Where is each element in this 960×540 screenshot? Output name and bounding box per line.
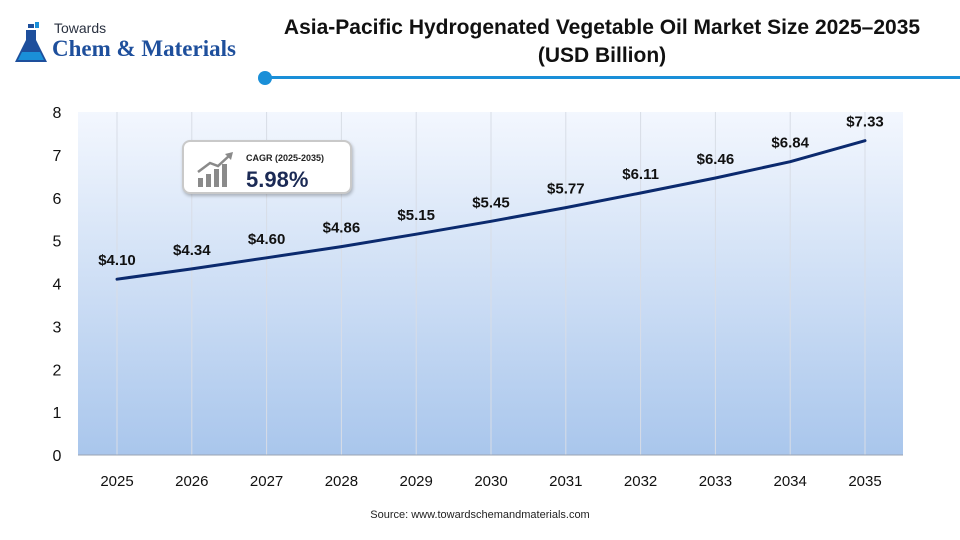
x-tick-label: 2032 xyxy=(624,473,657,490)
series-line xyxy=(115,139,867,281)
y-tick-label: 2 xyxy=(53,362,62,379)
data-label: $5.45 xyxy=(472,194,510,211)
x-tick-label: 2025 xyxy=(100,473,133,490)
data-label: $7.33 xyxy=(846,114,884,131)
data-labels: $4.10 $4.34 $4.60 $4.86 $5.15 $5.45 $5.77 $6.11… xyxy=(98,114,884,269)
data-label: $6.84 xyxy=(771,135,809,152)
y-tick-label: 3 xyxy=(53,319,62,336)
data-label: $4.86 xyxy=(323,220,361,237)
data-label: $6.46 xyxy=(697,151,735,168)
data-label: $5.77 xyxy=(547,181,585,198)
flask-logo-icon xyxy=(15,22,47,62)
x-tick-label: 2035 xyxy=(848,473,881,490)
logo-text-top: Towards xyxy=(54,20,107,36)
cagr-value: 5.98% xyxy=(246,167,309,192)
data-label: $4.34 xyxy=(173,242,211,259)
chart-title-line2: (USD Billion) xyxy=(537,44,667,67)
header-rule-line xyxy=(270,76,960,79)
y-tick-label: 8 xyxy=(53,105,62,122)
data-label: $5.15 xyxy=(397,207,435,224)
data-label: $4.10 xyxy=(98,252,136,269)
data-label: $6.11 xyxy=(622,166,659,183)
y-tick-label: 7 xyxy=(53,148,62,165)
growth-chart-icon xyxy=(197,152,233,187)
x-tick-label: 2026 xyxy=(175,473,208,490)
y-tick-label: 1 xyxy=(53,405,62,422)
y-axis-ticks: 0 1 2 3 4 5 6 7 8 xyxy=(53,105,62,465)
cagr-label: CAGR (2025-2035) xyxy=(246,153,325,163)
y-tick-label: 4 xyxy=(53,277,62,294)
y-tick-label: 0 xyxy=(53,448,62,465)
x-tick-label: 2027 xyxy=(250,473,283,490)
x-tick-label: 2029 xyxy=(400,473,433,490)
y-tick-label: 6 xyxy=(53,191,62,208)
logo-text-bottom: Chem & Materials xyxy=(52,36,236,61)
brand-logo: Towards Chem & Materials xyxy=(14,16,254,72)
x-tick-label: 2033 xyxy=(699,473,732,490)
cagr-callout: CAGR (2025-2035) 5.98% xyxy=(182,140,352,194)
x-axis-ticks: 2025 2026 2027 2028 2029 2030 2031 2032 2033 2034… xyxy=(100,473,881,490)
chart-title: Asia-Pacific Hydrogenated Vegetable Oil … xyxy=(252,14,952,70)
source-note: Source: www.towardschemandmaterials.com xyxy=(370,509,590,521)
x-tick-label: 2028 xyxy=(325,473,358,490)
chart-title-line1: Asia-Pacific Hydrogenated Vegetable Oil … xyxy=(283,16,921,39)
y-tick-label: 5 xyxy=(53,234,62,251)
x-tick-label: 2031 xyxy=(549,473,582,490)
x-tick-label: 2034 xyxy=(774,473,807,490)
data-label: $4.60 xyxy=(248,231,286,248)
x-tick-label: 2030 xyxy=(474,473,507,490)
header-rule-dot xyxy=(258,71,272,85)
